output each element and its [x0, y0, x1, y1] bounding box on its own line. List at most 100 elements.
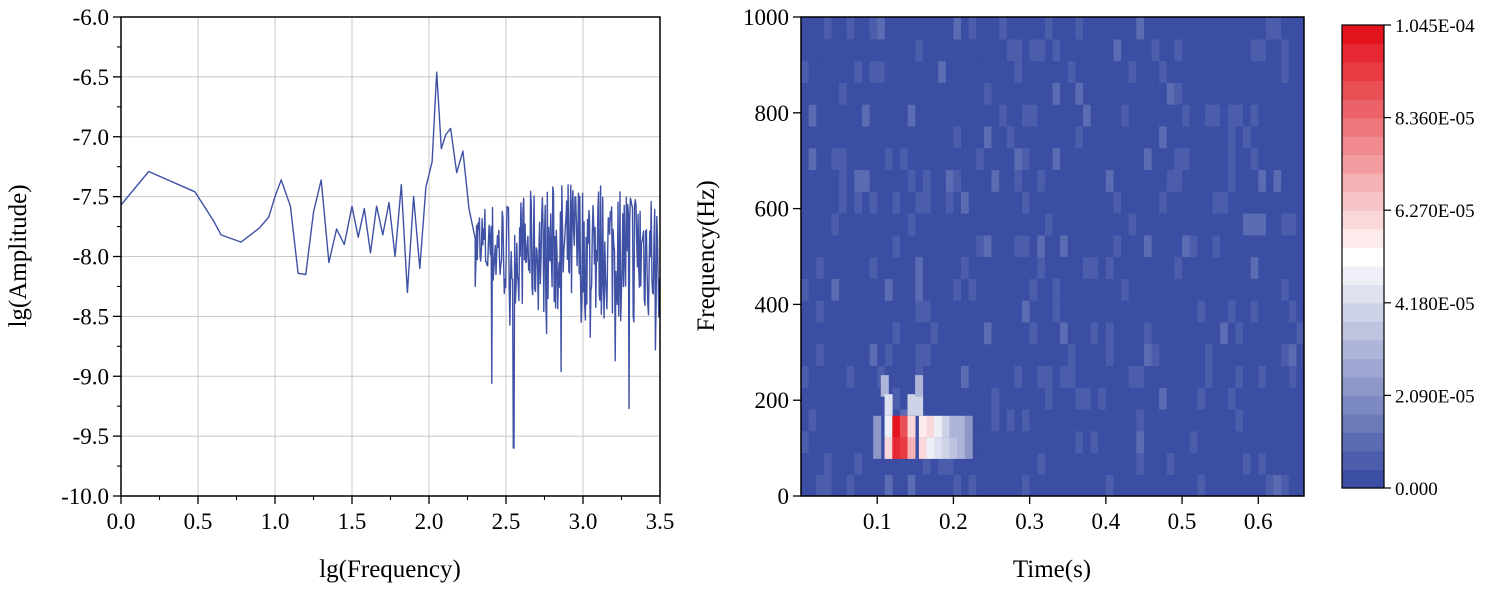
heatmap-cell — [1258, 278, 1267, 301]
heatmap-cell — [892, 321, 901, 345]
heatmap-cell — [801, 169, 810, 192]
heatmap-cell — [1037, 278, 1046, 301]
heatmap-cell — [900, 278, 909, 301]
heatmap-cell — [1090, 474, 1099, 496]
heatmap-cell — [846, 17, 855, 40]
heatmap-cell — [1288, 387, 1297, 410]
heatmap-cell — [1037, 38, 1046, 62]
heatmap-cell — [1083, 191, 1092, 214]
heatmap-cell — [884, 278, 893, 301]
heatmap-cell — [1083, 234, 1092, 258]
heatmap-cell — [1166, 82, 1175, 105]
heatmap-cell — [1166, 104, 1175, 127]
heatmap-cell — [854, 430, 863, 454]
heatmap-cell — [1037, 191, 1046, 214]
left-x-tick-label: 3.0 — [569, 509, 598, 534]
heatmap-cell — [991, 278, 1000, 301]
heatmap-cell — [900, 256, 909, 279]
heatmap-cell — [1144, 387, 1153, 410]
heatmap-cell — [930, 191, 939, 214]
heatmap-cell — [900, 452, 909, 475]
heatmap-cell — [922, 234, 932, 258]
heatmap-cell — [1044, 408, 1054, 432]
heatmap-cell — [1090, 125, 1099, 149]
heatmap-cell — [869, 169, 878, 192]
colorbar-tick-label: 8.360E-05 — [1395, 109, 1475, 130]
heatmap-cell — [968, 278, 977, 301]
heatmap-cell — [1121, 17, 1130, 40]
heatmap-cell — [1235, 191, 1244, 214]
heatmap-cell — [1037, 169, 1046, 192]
heatmap-cell — [1113, 452, 1122, 475]
heatmap-cell — [999, 147, 1008, 170]
heatmap-cell — [1174, 60, 1183, 83]
left-x-tick-label: 3.5 — [646, 509, 675, 534]
heatmap-cell — [945, 256, 954, 279]
heatmap-cell — [1235, 125, 1244, 149]
heatmap-cell — [1060, 387, 1069, 410]
heatmap-cell — [900, 321, 909, 345]
heatmap-cell — [1060, 321, 1069, 345]
heatmap-cell — [922, 191, 932, 214]
heatmap-cell — [961, 17, 970, 40]
heatmap-cell — [1014, 234, 1023, 258]
heatmap-cell — [961, 104, 970, 127]
heatmap-cell — [854, 38, 863, 62]
heatmap-cell — [945, 321, 954, 345]
heatmap-cell — [1128, 278, 1137, 301]
heatmap-cell — [1273, 300, 1282, 323]
heatmap-cell — [907, 321, 916, 345]
heatmap-cell — [900, 343, 909, 366]
heatmap-cell — [877, 82, 886, 105]
heatmap-cell — [968, 321, 977, 345]
heatmap-cell — [1128, 430, 1137, 454]
heatmap-cell — [976, 213, 985, 236]
heatmap-cell — [1083, 147, 1092, 170]
heatmap-cell — [930, 104, 939, 127]
heatmap-cell — [862, 147, 871, 170]
heatmap-cell — [1250, 234, 1259, 258]
heatmap-cell — [1288, 104, 1297, 127]
heatmap-cell — [1067, 82, 1076, 105]
heatmap-cell — [1220, 82, 1229, 105]
heatmap-cell — [976, 256, 985, 279]
heatmap-cell — [1113, 169, 1122, 192]
heatmap-cell — [1151, 191, 1160, 214]
heatmap-cell — [801, 234, 810, 258]
heatmap-cell — [976, 387, 985, 410]
heatmap-cell — [953, 191, 962, 214]
heatmap-cell — [1265, 474, 1275, 496]
heatmap-cell — [1022, 125, 1031, 149]
heatmap-cell — [930, 452, 939, 475]
heatmap-cell — [1144, 17, 1153, 40]
heatmap-cell — [816, 38, 825, 62]
heatmap-cell — [854, 147, 863, 170]
heatmap-cell — [839, 321, 848, 345]
heatmap-cell — [1029, 300, 1038, 323]
heatmap-cell — [1075, 147, 1084, 170]
heatmap-cell — [1273, 278, 1282, 301]
heatmap-cell — [1288, 38, 1297, 62]
right-x-tick-label: 0.1 — [863, 509, 892, 534]
heatmap-cell — [1022, 278, 1031, 301]
heatmap-cell — [1166, 256, 1175, 279]
heatmap-cell — [983, 191, 993, 214]
heatmap-cell — [892, 191, 901, 214]
heatmap-cell — [884, 60, 893, 83]
colorbar-segments — [1342, 25, 1384, 489]
heatmap-cell — [1159, 343, 1168, 366]
heatmap-cell — [1044, 82, 1054, 105]
heatmap-cell — [1189, 343, 1198, 366]
heatmap-cell — [945, 169, 954, 192]
heatmap-cell — [1265, 278, 1275, 301]
heatmap-cell — [1250, 82, 1259, 105]
heatmap-cell — [869, 234, 878, 258]
heatmap-cell — [1151, 169, 1160, 192]
heatmap-cell — [1113, 365, 1122, 388]
heatmap-cell — [953, 278, 962, 301]
heatmap-cell — [1227, 300, 1236, 323]
heatmap-cell — [1197, 278, 1206, 301]
heatmap-cell — [831, 408, 840, 432]
heatmap-cell — [1182, 147, 1191, 170]
heatmap-cell — [1136, 191, 1145, 214]
